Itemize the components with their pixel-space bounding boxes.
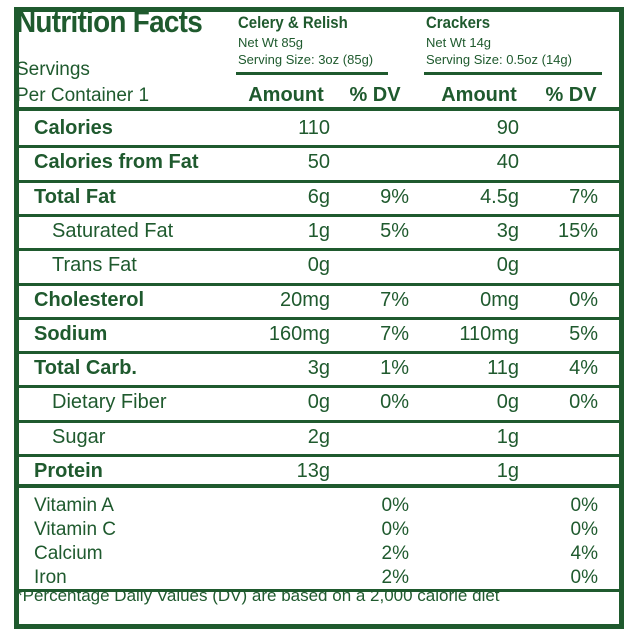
row-divider — [19, 385, 620, 389]
product-1-net-wt: Net Wt 85g — [238, 35, 304, 50]
nutrient-name: Trans Fat — [52, 254, 137, 277]
product-2-amount: 0mg — [480, 288, 519, 311]
nutrient-name: Dietary Fiber — [52, 391, 167, 414]
nutrient-name: Sugar — [52, 425, 106, 448]
product-1-amount: 6g — [307, 185, 330, 208]
vitamin-product-1-dv: 2% — [381, 567, 409, 588]
row-divider — [19, 213, 620, 217]
vitamin-product-2-dv: 0% — [570, 495, 598, 516]
product-1-amount: 3g — [307, 357, 330, 380]
product-1-dv: 1% — [380, 357, 409, 380]
product-1-amount: 1g — [307, 219, 330, 242]
product-1-amount: 2g — [307, 425, 330, 448]
vitamin-product-1-dv: 0% — [381, 519, 409, 540]
product-1-amount-header: Amount — [248, 84, 324, 106]
product-1-amount: 50 — [307, 151, 330, 174]
product-2-name: Crackers — [426, 13, 491, 32]
vitamin-name: Vitamin A — [34, 495, 114, 516]
product-2-amount: 0g — [496, 254, 519, 277]
product-2-amount: 40 — [496, 151, 519, 174]
product-2-amount: 0g — [496, 391, 519, 414]
product-2-dv: 15% — [557, 219, 598, 242]
nutrient-name: Total Carb. — [34, 357, 137, 380]
product-1-dv: 7% — [380, 322, 409, 345]
label-title: Nutrition Facts — [16, 4, 203, 39]
product-2-amount: 90 — [496, 117, 519, 139]
product-2-amount: 1g — [496, 460, 519, 482]
footnote-divider — [19, 589, 620, 592]
product-2-amount: 4.5g — [480, 185, 519, 208]
vitamin-product-2-dv: 0% — [570, 567, 598, 588]
servings-line-1: Servings — [16, 59, 90, 80]
product-2-serving-size: Serving Size: 0.5oz (14g) — [426, 52, 572, 67]
vitamin-product-2-dv: 0% — [570, 519, 598, 540]
product-2-header-rule — [424, 72, 602, 75]
product-1-serving-size: Serving Size: 3oz (85g) — [238, 52, 374, 67]
product-2-dv-header: % DV — [545, 84, 597, 106]
vitamin-name: Iron — [34, 567, 67, 588]
product-1-dv: 7% — [380, 288, 409, 311]
product-2-dv: 4% — [569, 357, 598, 380]
product-2-amount: 3g — [496, 219, 519, 242]
nutrient-name: Sodium — [34, 322, 108, 345]
product-1-amount: 160mg — [268, 322, 330, 345]
servings-line-2: Per Container 1 — [16, 85, 150, 106]
row-divider — [19, 145, 620, 149]
product-1-header-rule — [236, 72, 388, 75]
nutrient-name: Protein — [34, 460, 103, 482]
product-1-amount: 0g — [307, 391, 330, 414]
product-2-net-wt: Net Wt 14g — [426, 35, 492, 50]
product-1-amount: 20mg — [279, 288, 330, 311]
product-2-dv: 7% — [569, 185, 598, 208]
product-2-dv: 5% — [569, 322, 598, 345]
row-divider — [19, 179, 620, 183]
nutrient-name: Calories from Fat — [34, 151, 199, 174]
vitamin-product-1-dv: 2% — [381, 543, 409, 564]
product-2-dv: 0% — [569, 391, 598, 414]
vitamin-name: Calcium — [34, 543, 103, 564]
product-2-amount: 11g — [487, 357, 519, 380]
product-2-amount: 1g — [496, 425, 519, 448]
product-1-dv: 9% — [380, 185, 409, 208]
product-1-name: Celery & Relish — [238, 13, 348, 32]
product-1-amount: 0g — [307, 254, 330, 277]
header-divider — [19, 107, 620, 111]
row-divider — [19, 282, 620, 286]
row-divider — [19, 419, 620, 423]
vitamin-product-1-dv: 0% — [381, 495, 409, 516]
row-divider — [19, 454, 620, 457]
product-1-amount: 13g — [296, 460, 330, 482]
nutrient-name: Saturated Fat — [52, 219, 174, 242]
product-1-dv: 5% — [380, 219, 409, 242]
row-divider — [19, 351, 620, 355]
row-divider — [19, 248, 620, 252]
nutrient-name: Calories — [34, 117, 113, 139]
vitamin-divider — [19, 484, 620, 488]
product-1-dv: 0% — [380, 391, 409, 414]
product-2-amount: 110mg — [459, 322, 519, 345]
nutrient-name: Total Fat — [34, 185, 116, 208]
row-divider — [19, 316, 620, 320]
product-2-amount-header: Amount — [441, 84, 517, 106]
nutrient-name: Cholesterol — [34, 288, 145, 311]
product-1-dv-header: % DV — [349, 84, 401, 106]
vitamin-product-2-dv: 4% — [570, 543, 598, 564]
product-2-dv: 0% — [569, 288, 598, 311]
product-1-amount: 110 — [298, 117, 330, 139]
vitamin-name: Vitamin C — [34, 519, 117, 540]
